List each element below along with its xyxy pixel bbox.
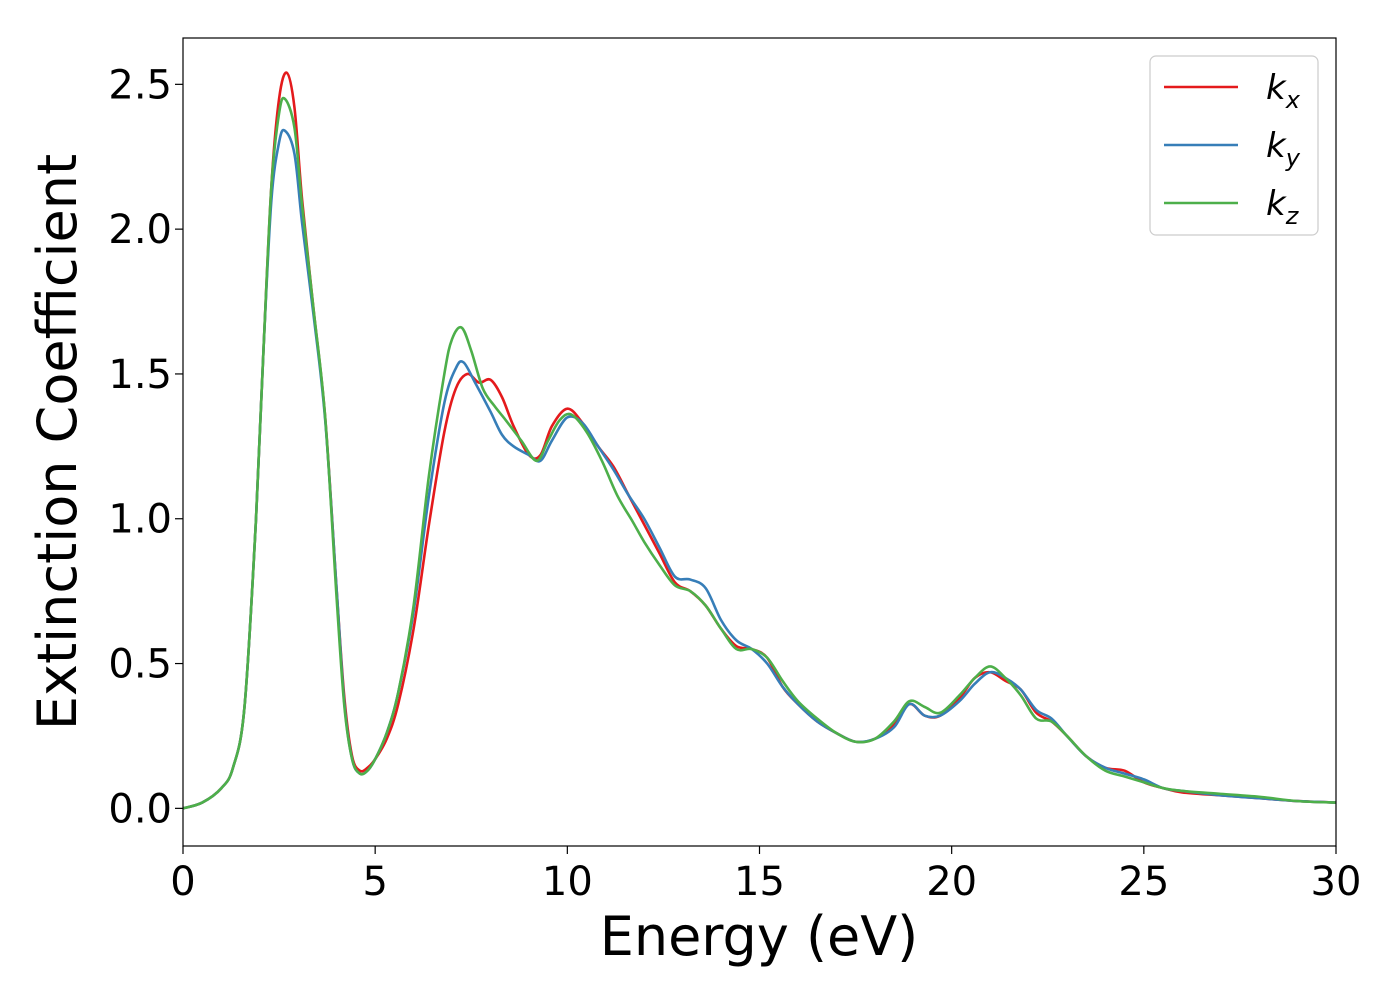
x-tick-label: 5 — [362, 859, 387, 905]
y-tick-label: 2.0 — [108, 207, 172, 253]
legend-subscript: y — [1285, 144, 1301, 172]
series-line-kz — [182, 96, 1337, 810]
y-tick-label: 1.5 — [108, 352, 172, 398]
plot-lines — [182, 71, 1337, 810]
x-axis-ticks: 0 5 10 15 20 25 30 — [170, 846, 1361, 905]
x-tick-label: 15 — [734, 859, 785, 905]
y-tick-label: 0.0 — [108, 786, 172, 832]
y-axis-ticks: 0.0 0.5 1.0 1.5 2.0 2.5 — [108, 62, 183, 832]
y-axis-title: Extinction Coefficient — [26, 154, 89, 730]
legend-subscript: x — [1285, 86, 1301, 114]
legend-subscript: z — [1285, 202, 1300, 230]
series-line-ky — [182, 128, 1337, 810]
x-tick-label: 25 — [1118, 859, 1169, 905]
x-tick-label: 20 — [926, 859, 977, 905]
x-axis-title: Energy (eV) — [600, 905, 919, 968]
y-tick-label: 1.0 — [108, 497, 172, 543]
x-tick-label: 0 — [170, 859, 195, 905]
x-tick-label: 30 — [1311, 859, 1362, 905]
y-tick-label: 0.5 — [108, 642, 172, 688]
y-tick-label: 2.5 — [108, 62, 172, 108]
x-tick-label: 10 — [542, 859, 593, 905]
